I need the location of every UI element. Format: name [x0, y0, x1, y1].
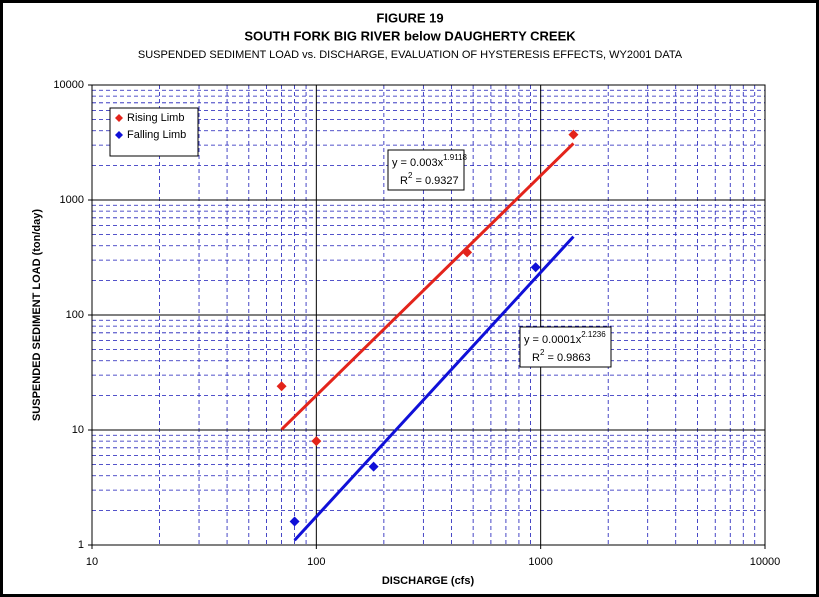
x-tick-label: 1000 — [528, 556, 552, 568]
data-point — [289, 516, 300, 527]
y-tick-label: 1 — [78, 539, 84, 551]
equation-exponent: 1.9118 — [443, 153, 467, 162]
x-tick-label: 10 — [86, 556, 98, 568]
data-point — [368, 461, 379, 472]
r-label: R — [400, 175, 408, 187]
legend-label: Rising Limb — [127, 112, 184, 124]
equation: y = 0.003x1.9118 — [392, 153, 468, 169]
trendline — [293, 235, 575, 542]
legend-label: Falling Limb — [127, 129, 186, 141]
equation-coefficient: 0.003 — [410, 157, 438, 169]
legend-marker — [115, 114, 123, 122]
equation-variable: x — [576, 334, 582, 346]
chart-subtitle: SOUTH FORK BIG RIVER below DAUGHERTY CRE… — [244, 28, 576, 43]
equation: y = 0.0001x2.1236 — [524, 330, 606, 346]
legend-box — [109, 107, 199, 157]
y-tick-label: 100 — [66, 309, 84, 321]
equation-lhs: y = — [392, 157, 410, 169]
data-point — [530, 262, 541, 273]
data-point — [568, 129, 579, 140]
r-label: R — [532, 352, 540, 364]
equation-box — [519, 326, 612, 368]
x-tick-label: 10000 — [750, 556, 781, 568]
chart-description: SUSPENDED SEDIMENT LOAD vs. DISCHARGE, E… — [138, 49, 683, 61]
data-point — [462, 247, 473, 258]
y-tick-label: 10 — [72, 424, 84, 436]
chart-title: FIGURE 19 — [376, 10, 443, 25]
equation-box — [387, 149, 465, 191]
r-squared: R2 = 0.9327 — [400, 171, 459, 187]
equation-lhs: y = — [524, 334, 542, 346]
y-tick-label: 10000 — [53, 79, 84, 91]
y-axis-label: SUSPENDED SEDIMENT LOAD (ton/day) — [31, 209, 43, 421]
trendline — [280, 142, 575, 431]
x-axis-label: DISCHARGE (cfs) — [382, 575, 475, 587]
r-sep: = — [412, 175, 425, 187]
data-point — [276, 381, 287, 392]
data-point — [311, 436, 322, 447]
r-squared: R2 = 0.9863 — [532, 348, 591, 364]
r-value: 0.9863 — [557, 352, 591, 364]
legend-marker — [115, 131, 123, 139]
r-value: 0.9327 — [425, 175, 459, 187]
r-power: 2 — [540, 348, 545, 357]
equation-exponent: 2.1236 — [581, 330, 606, 339]
r-power: 2 — [408, 171, 413, 180]
r-sep: = — [544, 352, 557, 364]
plot-border — [91, 84, 766, 546]
equation-coefficient: 0.0001 — [542, 334, 576, 346]
equation-variable: x — [438, 157, 444, 169]
x-tick-label: 100 — [307, 556, 325, 568]
y-tick-label: 1000 — [60, 194, 84, 206]
